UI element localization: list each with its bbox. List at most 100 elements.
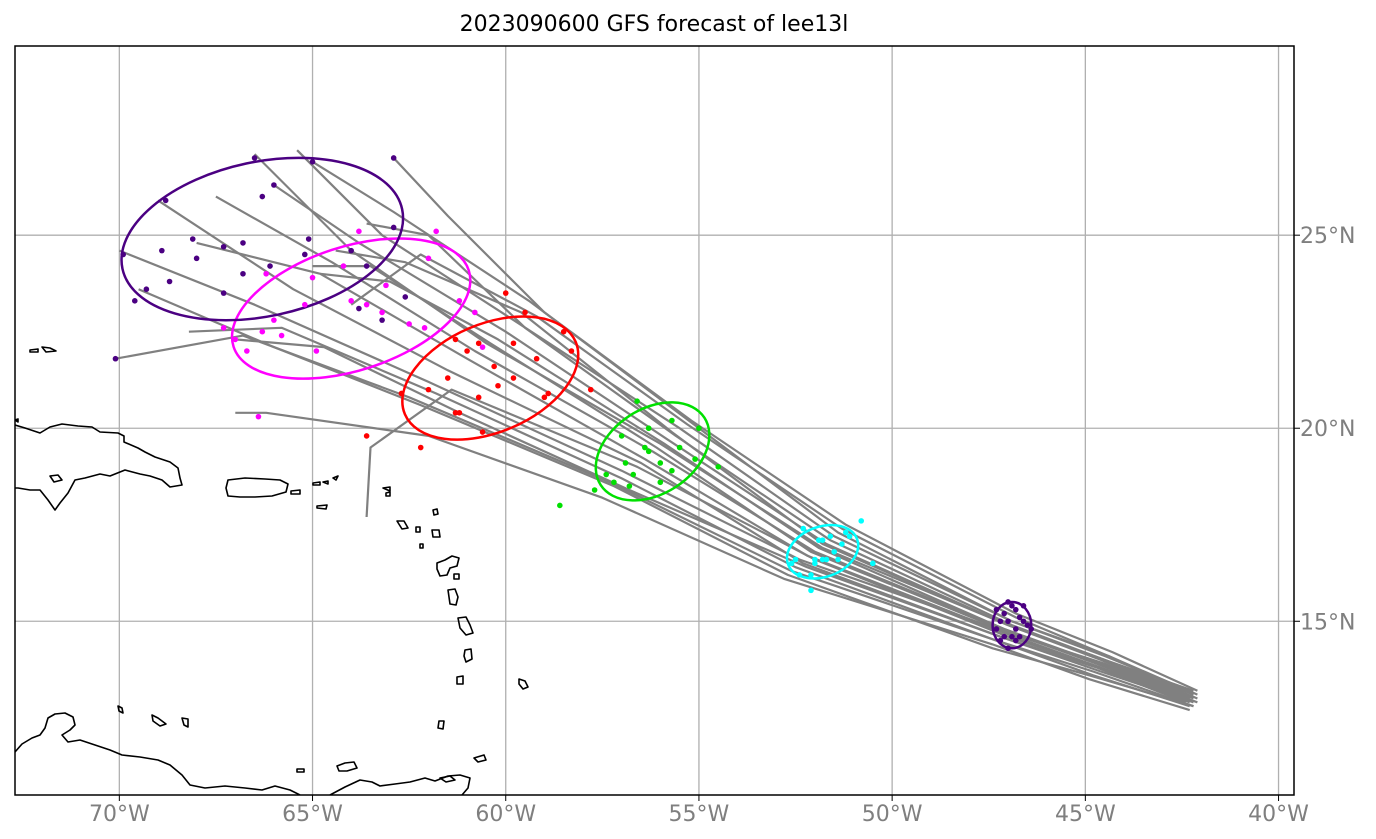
- forecast-point-t4: [560, 328, 567, 335]
- forecast-point-t5: [220, 325, 227, 331]
- tick-label-lon: 55°W: [669, 802, 730, 827]
- forecast-point-t1: [993, 626, 1000, 632]
- coast-puerto-rico: [225, 477, 289, 498]
- forecast-point-t4: [533, 355, 540, 362]
- forecast-point-t1: [1020, 618, 1027, 625]
- forecast-point-t6: [302, 251, 308, 258]
- forecast-point-t1: [1009, 603, 1015, 609]
- forecast-point-t2: [808, 587, 814, 594]
- tick-label-lon: 45°W: [1055, 802, 1116, 827]
- forecast-point-t4: [495, 382, 501, 389]
- forecast-point-t5: [472, 309, 478, 316]
- coast-islet: [296, 768, 305, 773]
- coast-islet: [437, 720, 445, 730]
- forecast-point-t5: [259, 328, 266, 335]
- coast-islet: [431, 529, 441, 538]
- coast-islet: [41, 346, 57, 353]
- spread-ellipse-t5: [230, 237, 472, 380]
- forecast-points: [112, 155, 1035, 652]
- tick-label-lon: 70°W: [89, 802, 150, 827]
- forecast-point-t4: [587, 386, 594, 393]
- spread-ellipse-t1: [991, 600, 1033, 650]
- coast-islet: [439, 775, 456, 783]
- forecast-point-t3: [669, 417, 675, 424]
- coast-islet: [322, 480, 329, 485]
- coast-islet: [382, 486, 391, 492]
- forecast-point-t6: [251, 155, 258, 161]
- forecast-point-t1: [1024, 622, 1031, 628]
- coast-islet: [117, 705, 124, 714]
- ensemble-track: [235, 411, 1191, 712]
- forecast-point-t1: [1012, 606, 1019, 613]
- forecast-point-t2: [796, 572, 803, 578]
- forecast-point-t6: [159, 247, 165, 254]
- spread-ellipse-t2: [785, 523, 860, 580]
- forecast-point-t6: [189, 236, 196, 242]
- forecast-point-t4: [475, 340, 482, 347]
- forecast-point-t4: [444, 375, 451, 381]
- forecast-point-t2: [831, 548, 837, 555]
- forecast-point-t5: [479, 344, 486, 350]
- forecast-point-t2: [846, 533, 853, 540]
- spread-ellipse-t6: [120, 156, 405, 322]
- coast-islet: [181, 717, 189, 728]
- forecast-point-t2: [823, 556, 830, 563]
- forecast-point-t5: [425, 255, 432, 262]
- coast-islet: [290, 489, 301, 495]
- forecast-point-t1: [1001, 633, 1007, 640]
- forecast-point-t6: [363, 263, 370, 269]
- coast-islet: [432, 508, 439, 516]
- coast-islet: [49, 474, 63, 483]
- forecast-point-t4: [456, 409, 463, 416]
- tick-label-lon: 50°W: [862, 802, 923, 827]
- forecast-point-t5: [232, 336, 239, 343]
- forecast-point-t3: [696, 425, 702, 432]
- forecast-point-t3: [603, 471, 609, 478]
- forecast-point-t3: [611, 479, 617, 486]
- forecast-point-t2: [792, 556, 799, 563]
- forecast-point-t1: [1016, 614, 1023, 621]
- forecast-point-t3: [630, 471, 637, 478]
- forecast-point-t1: [1028, 626, 1035, 632]
- forecast-point-t1: [1012, 637, 1019, 644]
- forecast-point-t5: [278, 332, 285, 339]
- forecast-point-t6: [143, 286, 150, 293]
- forecast-point-t3: [715, 464, 722, 470]
- forecast-point-t6: [131, 298, 138, 304]
- forecast-point-t3: [642, 444, 648, 451]
- coast-st-lucia: [463, 648, 473, 663]
- forecast-point-t2: [815, 537, 822, 543]
- coast-martinique: [457, 616, 474, 636]
- forecast-point-t1: [1001, 610, 1007, 617]
- coast-islet: [473, 754, 487, 763]
- forecast-point-t5: [383, 282, 389, 289]
- forecast-point-t6: [402, 294, 409, 300]
- ensemble-track: [365, 388, 1191, 704]
- forecast-point-t1: [1005, 599, 1011, 605]
- forecast-point-t2: [858, 518, 865, 524]
- forecast-point-t4: [464, 348, 470, 354]
- coast-islet: [336, 761, 358, 772]
- forecast-point-t6: [348, 247, 354, 254]
- forecast-point-t4: [475, 394, 482, 401]
- ensemble-track: [335, 249, 1198, 700]
- coast-hispaniola: [15, 423, 183, 511]
- forecast-point-t5: [363, 301, 370, 308]
- forecast-point-t3: [669, 467, 675, 474]
- tick-label-lon: 65°W: [282, 802, 343, 827]
- coast-islet: [332, 475, 339, 481]
- forecast-point-t4: [541, 394, 548, 401]
- forecast-point-t1: [997, 618, 1004, 625]
- tick-label-lat: 25°N: [1300, 224, 1355, 249]
- coast-guadeloupe: [436, 555, 460, 577]
- forecast-point-t6: [309, 159, 316, 165]
- forecast-point-t1: [1016, 633, 1023, 640]
- forecast-point-t1: [1012, 626, 1019, 632]
- tick-label-lon: 40°W: [1248, 802, 1309, 827]
- coast-south-america: [15, 712, 301, 795]
- forecast-point-t6: [193, 255, 200, 262]
- forecast-point-t4: [568, 348, 575, 354]
- forecast-point-t4: [452, 409, 459, 416]
- forecast-point-t2: [819, 537, 826, 543]
